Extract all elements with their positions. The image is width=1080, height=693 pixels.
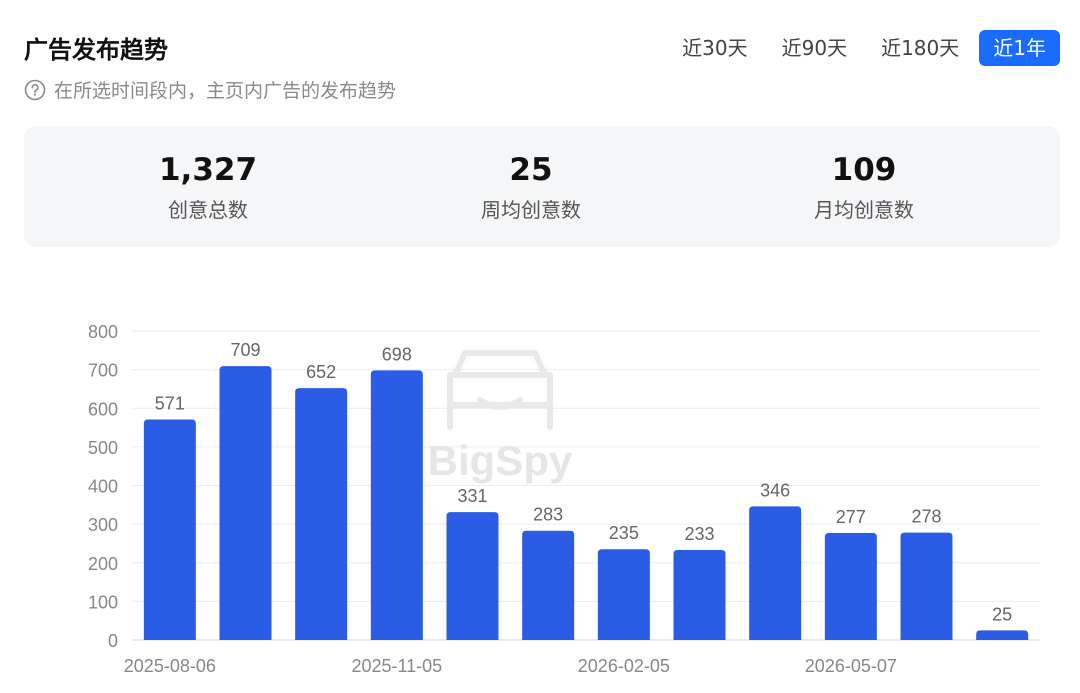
bar-value-label: 709: [230, 340, 260, 360]
bar: [900, 532, 953, 640]
y-tick-label: 800: [88, 322, 118, 342]
watermark-text: BigSpy: [428, 437, 573, 484]
stat-weekly-value: 25: [509, 152, 553, 188]
help-circle-icon[interactable]: [24, 79, 46, 101]
bar: [370, 370, 423, 640]
y-tick-label: 100: [88, 592, 118, 612]
y-tick-label: 400: [88, 477, 118, 497]
tab-1-year[interactable]: 近1年: [979, 30, 1060, 66]
tab-30-days[interactable]: 近30天: [682, 36, 748, 60]
bar-value-label: 278: [911, 507, 941, 527]
bar: [522, 530, 575, 640]
bar-value-label: 283: [533, 505, 563, 525]
bar-value-label: 233: [684, 524, 714, 544]
bar: [976, 630, 1029, 640]
stat-monthly-value: 109: [831, 152, 897, 188]
summary-panel: 1,327 创意总数 25 周均创意数 109 月均创意数: [24, 126, 1060, 247]
stat-total-label: 创意总数: [168, 198, 248, 222]
y-tick-label: 700: [88, 361, 118, 381]
bar-value-label: 652: [306, 362, 336, 382]
tab-180-days[interactable]: 近180天: [881, 36, 960, 60]
stat-weekly: 25 周均创意数: [381, 126, 681, 223]
tab-90-days[interactable]: 近90天: [781, 36, 848, 60]
y-tick-label: 0: [108, 631, 118, 651]
bar: [597, 549, 650, 640]
bar-value-label: 698: [382, 344, 412, 364]
bigspy-watermark: BigSpy: [428, 350, 573, 484]
bar-value-label: 331: [457, 486, 487, 506]
stat-total: 1,327 创意总数: [58, 126, 358, 223]
time-range-tabs: 近30天 近90天 近180天 近1年: [668, 30, 1060, 66]
y-tick-label: 500: [88, 438, 118, 458]
bar-value-label: 235: [609, 523, 639, 543]
bar: [446, 512, 499, 640]
bar: [143, 419, 196, 640]
bar-value-label: 277: [836, 507, 866, 527]
bar: [295, 388, 348, 640]
bar-value-label: 346: [760, 480, 790, 500]
stat-weekly-label: 周均创意数: [481, 198, 581, 222]
x-tick-label: 2025-11-05: [351, 656, 442, 676]
y-tick-label: 600: [88, 399, 118, 419]
x-tick-label: 2026-02-05: [578, 656, 670, 676]
y-tick-label: 300: [88, 515, 118, 535]
stat-total-value: 1,327: [158, 152, 258, 188]
x-tick-label: 2026-05-07: [805, 656, 897, 676]
y-tick-label: 200: [88, 554, 118, 574]
subtitle: 在所选时间段内，主页内广告的发布趋势: [24, 76, 396, 103]
bar: [219, 366, 272, 640]
stat-monthly-label: 月均创意数: [814, 198, 914, 222]
stat-monthly: 109 月均创意数: [714, 126, 1014, 223]
page-title: 广告发布趋势: [24, 36, 168, 64]
bar-value-label: 571: [155, 393, 185, 413]
bar-value-label: 25: [992, 604, 1012, 624]
bar: [673, 550, 726, 640]
subtitle-text: 在所选时间段内，主页内广告的发布趋势: [54, 80, 397, 102]
bar: [824, 533, 877, 640]
x-tick-label: 2025-08-06: [124, 656, 216, 676]
bar: [749, 506, 802, 640]
